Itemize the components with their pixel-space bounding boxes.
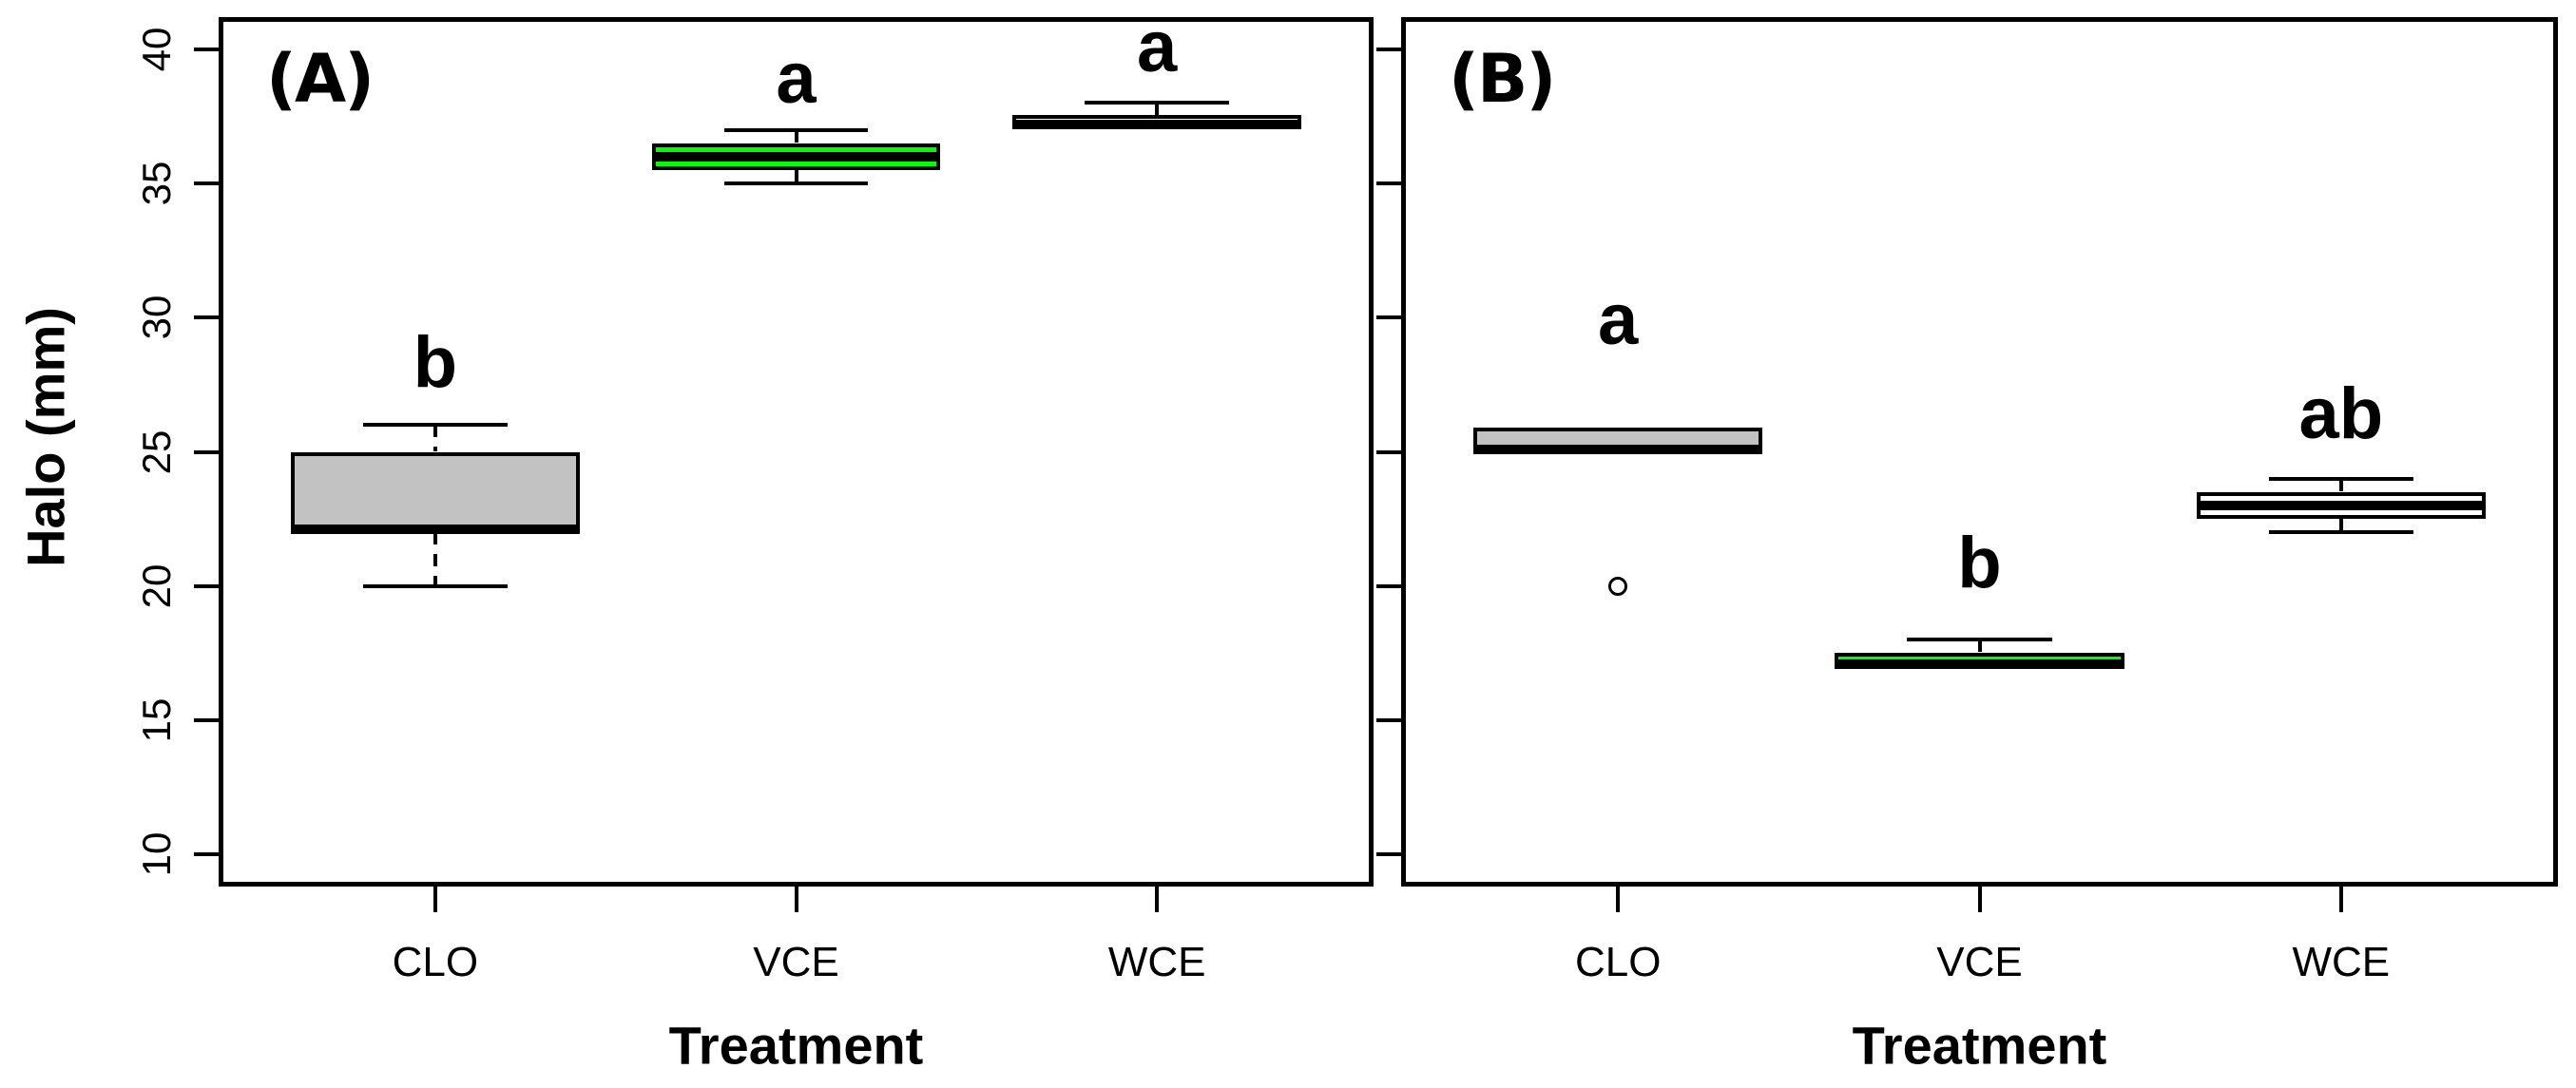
category-label-CLO: CLO xyxy=(1574,939,1662,985)
x-tick-VCE xyxy=(1977,887,1982,912)
upper-whisker-CLO xyxy=(433,425,437,452)
box-CLO xyxy=(290,451,580,533)
panel-A: (A) Treatment 10 15 20 25 30 35 40 CLO b VCE a WCE a xyxy=(134,11,1374,1076)
y-tick-35 xyxy=(1376,181,1401,186)
sig-letter-VCE: a xyxy=(776,37,817,119)
y-tick-40 xyxy=(194,47,219,51)
y-tick-15 xyxy=(194,717,219,722)
y-tick-30 xyxy=(1376,315,1401,320)
median-CLO xyxy=(1473,444,1763,454)
outlier-CLO-0 xyxy=(1608,576,1628,596)
y-axis-title: Halo (mm) xyxy=(15,307,76,567)
upper-whisker-WCE xyxy=(2338,478,2343,492)
lower-whisker-VCE xyxy=(794,169,798,184)
y-tick-label-30: 30 xyxy=(134,295,179,340)
y-tick-15 xyxy=(1376,717,1401,722)
x-tick-VCE xyxy=(794,887,798,912)
y-tick-10 xyxy=(194,852,219,857)
x-axis-title-B: Treatment xyxy=(1852,1015,2107,1076)
y-tick-label-25: 25 xyxy=(134,429,179,474)
upper-whisker-cap-VCE xyxy=(1907,638,2052,642)
panel-B: (B) Treatment CLO a VCE b WCE ab xyxy=(1376,17,2558,1076)
y-tick-35 xyxy=(194,181,219,186)
upper-whisker-cap-WCE xyxy=(1085,101,1230,105)
y-tick-25 xyxy=(1376,449,1401,454)
y-tick-30 xyxy=(194,315,219,320)
y-tick-label-15: 15 xyxy=(134,697,179,743)
y-tick-20 xyxy=(1376,583,1401,588)
sig-letter-CLO: a xyxy=(1598,279,1639,361)
lower-whisker-cap-WCE xyxy=(2268,530,2413,535)
panel-A-label: (A) xyxy=(266,40,375,118)
lower-whisker-cap-VCE xyxy=(723,181,869,186)
category-label-WCE: WCE xyxy=(2292,939,2391,985)
sig-letter-WCE: a xyxy=(1137,7,1178,88)
upper-whisker-VCE xyxy=(1977,639,1982,654)
x-tick-WCE xyxy=(2338,887,2343,912)
upper-whisker-cap-VCE xyxy=(723,127,869,132)
sig-letter-CLO: b xyxy=(413,322,458,404)
x-tick-WCE xyxy=(1155,887,1160,912)
category-label-WCE: WCE xyxy=(1107,939,1206,985)
y-tick-label-20: 20 xyxy=(134,563,179,609)
y-tick-label-35: 35 xyxy=(134,161,179,206)
upper-whisker-cap-WCE xyxy=(2268,476,2413,481)
median-VCE xyxy=(1835,659,2124,669)
category-label-CLO: CLO xyxy=(392,939,479,985)
median-WCE xyxy=(1012,119,1302,129)
y-tick-label-10: 10 xyxy=(134,831,179,877)
median-VCE xyxy=(651,151,941,162)
panel-B-label: (B) xyxy=(1449,40,1556,118)
lower-whisker-WCE xyxy=(2338,519,2343,533)
y-tick-10 xyxy=(1376,852,1401,857)
x-tick-CLO xyxy=(1616,887,1621,912)
category-label-VCE: VCE xyxy=(753,939,839,985)
x-axis-title-A: Treatment xyxy=(668,1015,924,1076)
category-label-VCE: VCE xyxy=(1936,939,2023,985)
upper-whisker-VCE xyxy=(794,129,798,143)
upper-whisker-cap-CLO xyxy=(362,423,508,428)
sig-letter-VCE: b xyxy=(1957,522,2002,603)
median-WCE xyxy=(2196,500,2486,510)
x-tick-CLO xyxy=(433,887,437,912)
y-tick-label-40: 40 xyxy=(134,27,179,72)
lower-whisker-cap-CLO xyxy=(362,583,508,588)
lower-whisker-CLO xyxy=(433,532,437,586)
median-CLO xyxy=(290,525,580,535)
y-tick-40 xyxy=(1376,47,1401,51)
y-tick-25 xyxy=(194,449,219,454)
upper-whisker-WCE xyxy=(1155,103,1160,116)
y-tick-20 xyxy=(194,583,219,588)
sig-letter-WCE: ab xyxy=(2298,372,2384,454)
